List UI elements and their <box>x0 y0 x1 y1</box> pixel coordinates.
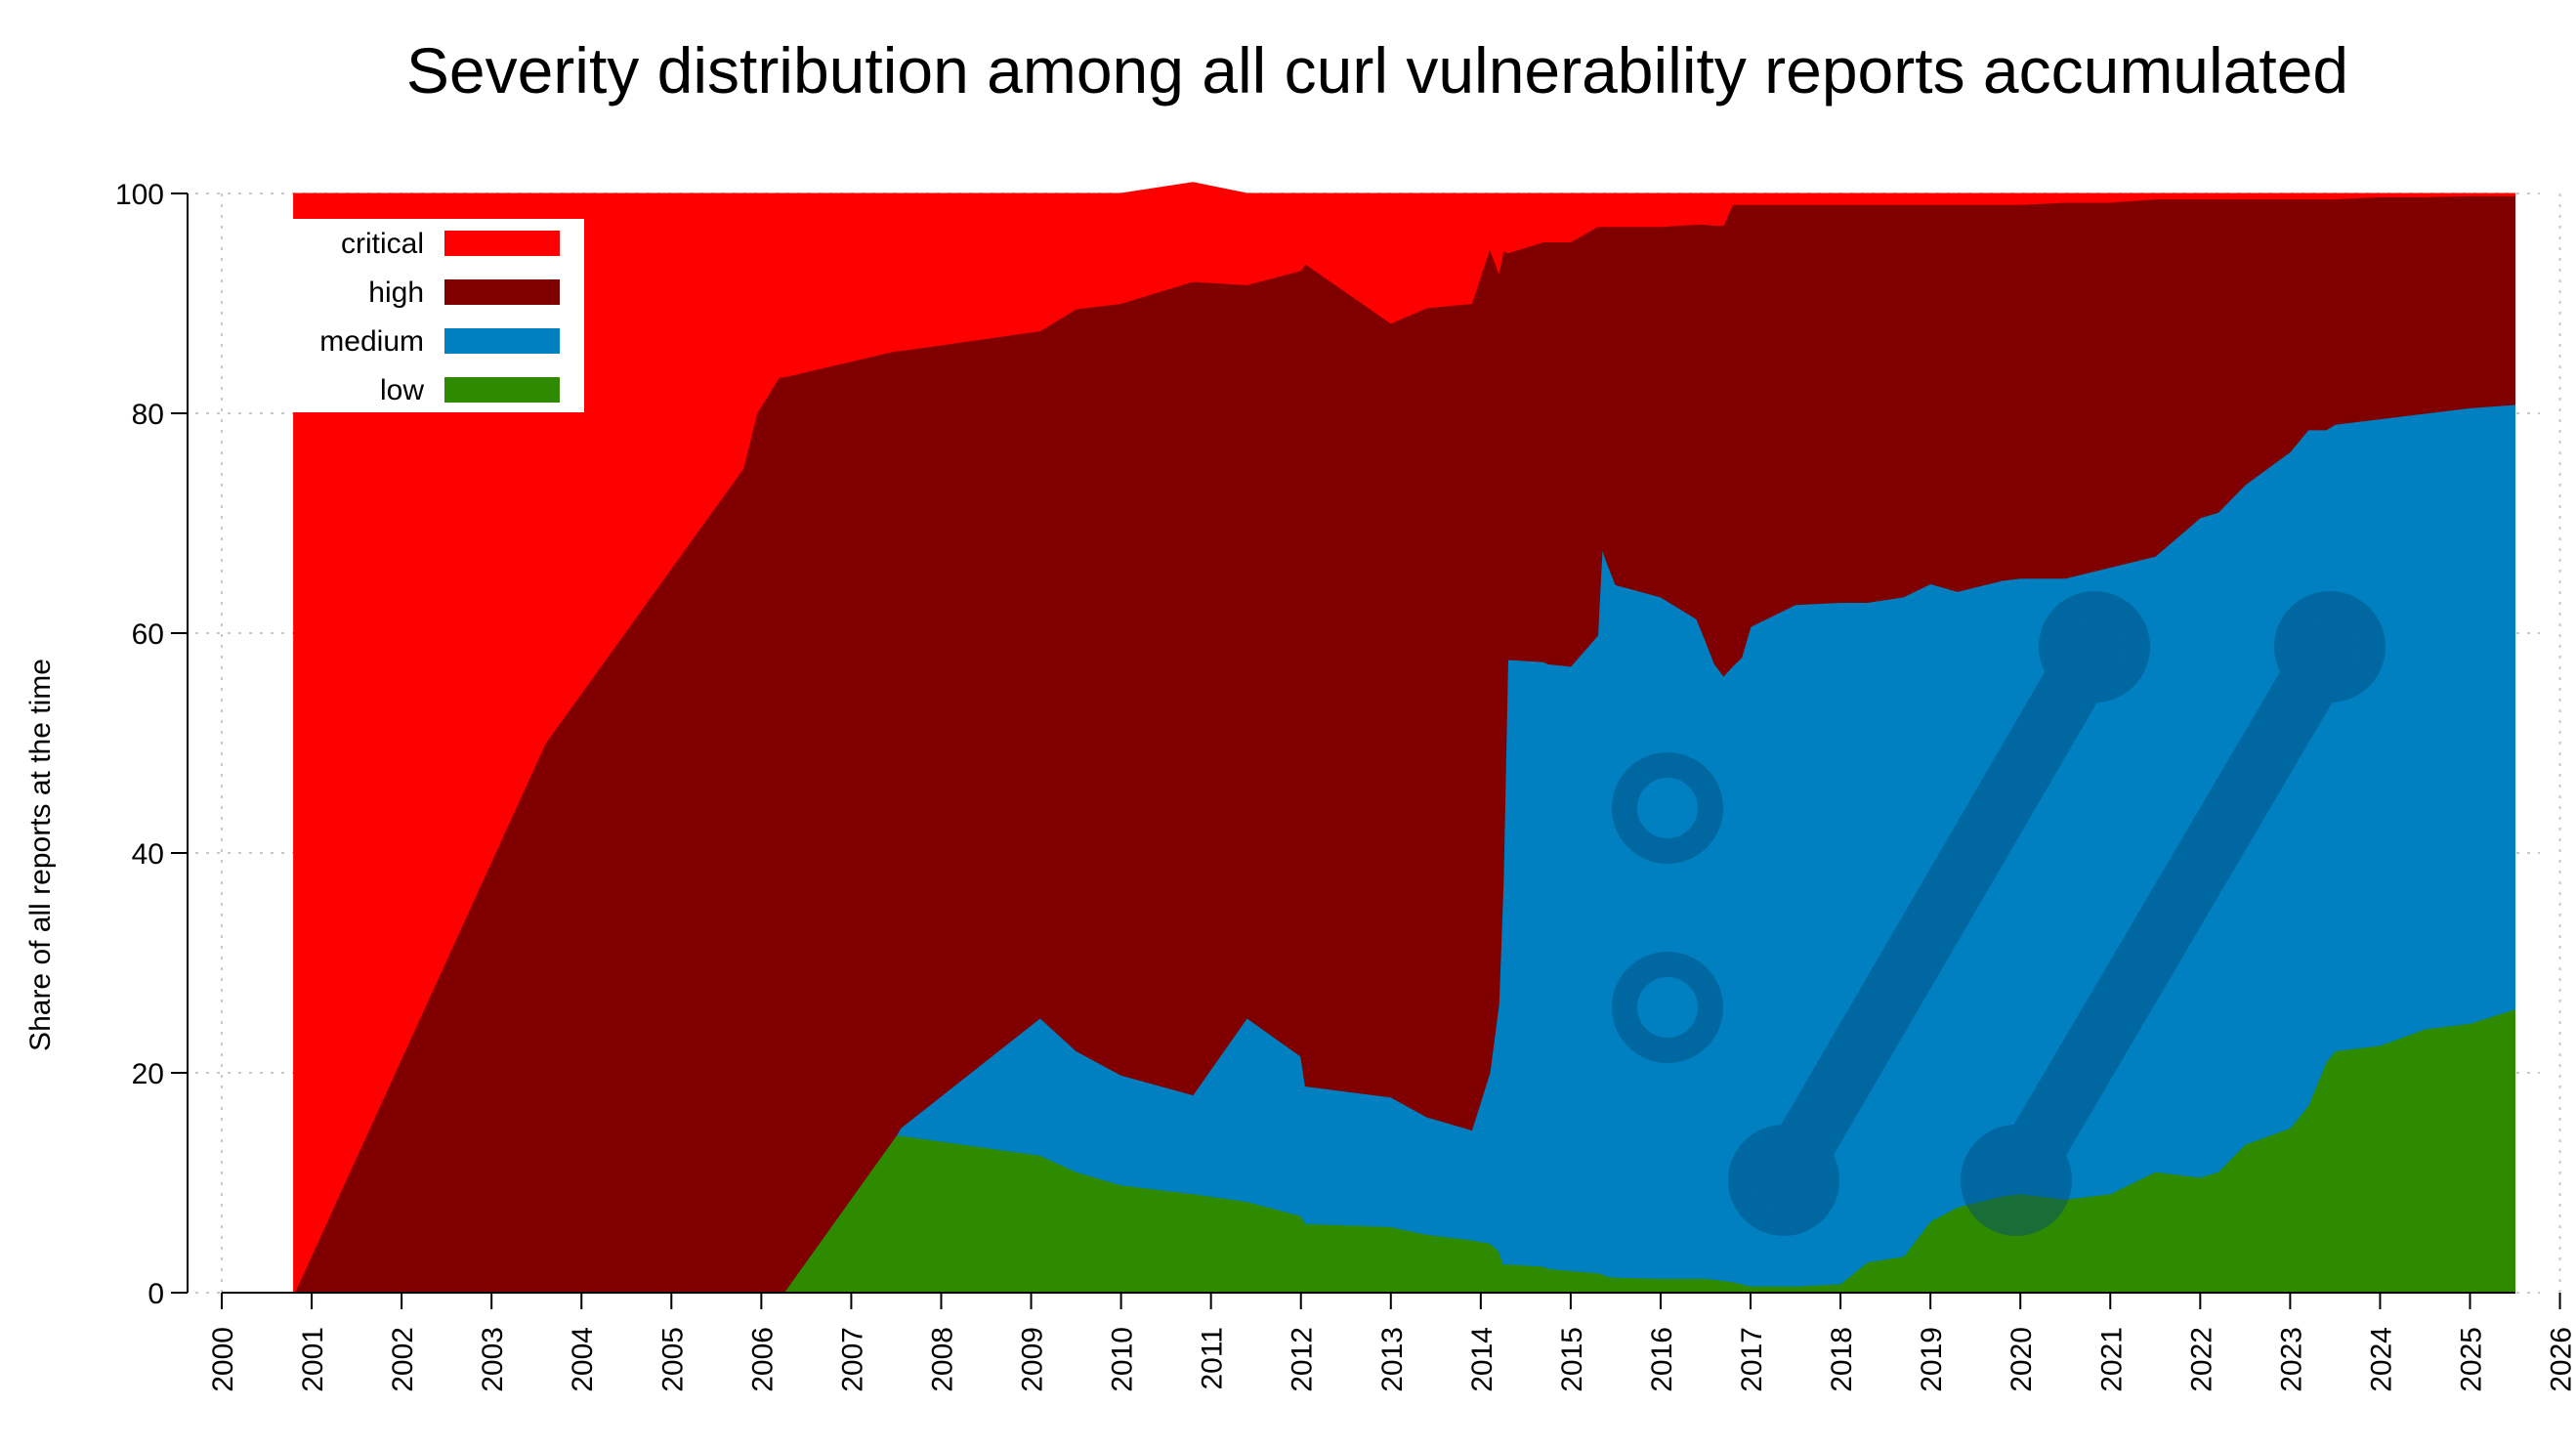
x-tick-label: 2026 <box>2546 1327 2576 1392</box>
x-tick-label: 2019 <box>1916 1327 1948 1392</box>
legend-swatch-critical <box>444 231 560 256</box>
x-tick-label: 2003 <box>477 1327 509 1392</box>
curl-logo-watermark <box>1612 591 2386 1236</box>
legend-swatch-medium <box>444 328 560 354</box>
stacked-areas <box>293 182 2515 1294</box>
x-tick-label: 2007 <box>836 1327 868 1392</box>
x-tick-label: 2021 <box>2095 1327 2128 1392</box>
x-tick-label: 2010 <box>1107 1327 1139 1392</box>
curl-logo-slash-2-end-bottom <box>1961 1125 2072 1236</box>
x-tick-label: 2015 <box>1556 1327 1588 1392</box>
legend-label-medium: medium <box>319 325 424 358</box>
legend-swatch-high <box>444 279 560 305</box>
curl-logo-colon-top <box>1612 752 1723 864</box>
curl-logo-slash-2-end-top <box>2274 591 2386 703</box>
x-tick-label: 2025 <box>2456 1327 2488 1392</box>
x-tick-label: 2005 <box>656 1327 689 1392</box>
x-tick-label: 2017 <box>1736 1327 1768 1392</box>
x-tick-label: 2018 <box>1826 1327 1858 1392</box>
y-tick-label: 100 <box>115 179 164 211</box>
curl-logo-slash-1-end-top <box>2039 591 2150 703</box>
curl-logo-slash-1 <box>1753 617 2125 1211</box>
y-tick-label: 40 <box>132 838 164 871</box>
x-tick-label: 2008 <box>926 1327 958 1392</box>
y-tick-label: 60 <box>132 618 164 651</box>
x-tick-label: 2000 <box>207 1327 239 1392</box>
x-tick-label: 2006 <box>746 1327 779 1392</box>
x-tick-label: 2009 <box>1017 1327 1049 1392</box>
legend: critical high medium low <box>293 219 584 412</box>
x-tick-label: 2023 <box>2275 1327 2307 1392</box>
x-tick-label: 2022 <box>2185 1327 2217 1392</box>
y-tick-label: 20 <box>132 1058 164 1090</box>
x-tick-label: 2014 <box>1466 1327 1499 1392</box>
x-tick-label: 2013 <box>1376 1327 1409 1392</box>
y-axis-label: Share of all reports at the time <box>24 659 57 1051</box>
x-tick-label: 2002 <box>387 1327 419 1392</box>
x-tick-label: 2011 <box>1197 1327 1229 1390</box>
chart-title: Severity distribution among all curl vul… <box>406 34 2348 107</box>
x-tick-label: 2020 <box>2006 1327 2038 1392</box>
legend-label-critical: critical <box>341 228 424 260</box>
x-tick-label: 2001 <box>297 1327 329 1392</box>
x-tick-label: 2004 <box>567 1327 599 1392</box>
x-tick-label: 2016 <box>1646 1327 1678 1392</box>
axes: 2000 2001 2002 2003 2004 2005 2006 2007 2008 2009… <box>115 179 2576 1392</box>
y-tick-label: 0 <box>148 1278 164 1310</box>
legend-swatch-low <box>444 377 560 403</box>
curl-logo-colon-bottom <box>1612 952 1723 1063</box>
x-tick-label: 2024 <box>2365 1327 2397 1392</box>
legend-label-low: low <box>380 374 424 406</box>
y-tick-label: 80 <box>132 399 164 431</box>
x-tick-label: 2012 <box>1287 1327 1319 1392</box>
legend-label-high: high <box>368 277 424 309</box>
curl-logo-slash-1-end-bottom <box>1728 1125 1839 1236</box>
curl-logo-slash-2 <box>1986 617 2360 1211</box>
